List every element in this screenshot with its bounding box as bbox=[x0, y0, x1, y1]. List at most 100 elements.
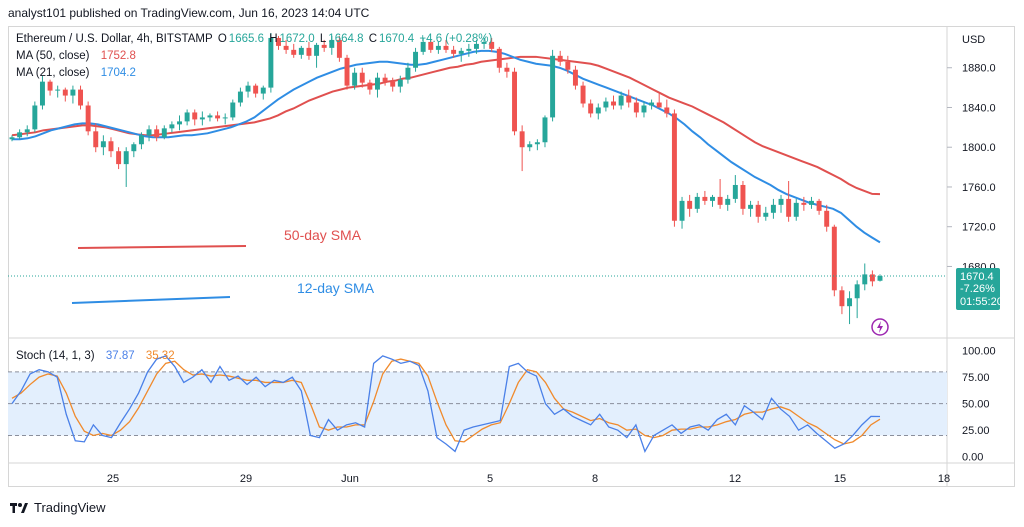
candle bbox=[184, 109, 190, 126]
candle bbox=[778, 194, 784, 213]
candle-body bbox=[565, 61, 571, 70]
candle bbox=[146, 125, 152, 142]
x-tick-label: Jun bbox=[341, 473, 359, 485]
candle bbox=[93, 123, 99, 153]
candle bbox=[420, 37, 426, 55]
sma50-annotation-line bbox=[77, 245, 247, 249]
candle bbox=[177, 115, 182, 131]
candle-body bbox=[542, 117, 548, 143]
chart-frame bbox=[8, 26, 1015, 487]
candle-body bbox=[390, 81, 396, 87]
candle-body bbox=[367, 82, 373, 90]
legend-h-val: 1672.0 bbox=[279, 33, 315, 45]
candle-body bbox=[588, 103, 594, 114]
candle-body bbox=[831, 226, 837, 291]
candle bbox=[542, 115, 548, 148]
lightning-icon[interactable] bbox=[871, 318, 889, 336]
candle bbox=[62, 87, 68, 102]
candle bbox=[656, 93, 662, 108]
candle bbox=[595, 103, 601, 120]
candle-body bbox=[344, 57, 350, 86]
candle-body bbox=[641, 105, 647, 113]
candle-body bbox=[786, 198, 792, 217]
footer-brand[interactable]: TradingView bbox=[10, 500, 106, 515]
x-tick-label: 5 bbox=[487, 473, 493, 485]
candle bbox=[435, 41, 441, 54]
candle-body bbox=[862, 274, 868, 285]
candle-body bbox=[687, 200, 693, 209]
candle bbox=[329, 35, 335, 55]
candle-body bbox=[306, 47, 312, 56]
candle bbox=[786, 181, 792, 222]
candle bbox=[801, 196, 807, 211]
candle bbox=[47, 79, 53, 96]
legend-stoch-k: 37.87 bbox=[105, 350, 135, 362]
candle bbox=[291, 43, 297, 58]
candle bbox=[458, 47, 464, 62]
candle-body bbox=[260, 87, 266, 94]
candle-body bbox=[169, 124, 175, 129]
candle-body bbox=[428, 41, 434, 50]
candle-body bbox=[458, 50, 464, 54]
publish-header: analyst101 published on TradingView.com,… bbox=[8, 6, 370, 20]
candle bbox=[123, 147, 129, 187]
candle-body bbox=[443, 45, 449, 50]
legend-ma21-row: MA (21, close) 1704.2 bbox=[16, 67, 138, 79]
candle bbox=[314, 42, 320, 68]
candle-body bbox=[869, 274, 875, 282]
candle bbox=[245, 81, 251, 98]
candle bbox=[611, 95, 616, 110]
badge-change: -7.26% bbox=[960, 283, 995, 295]
candle-body bbox=[435, 45, 441, 50]
candle-body bbox=[710, 196, 715, 201]
candle-body bbox=[557, 55, 563, 62]
stoch-tick-label: 50.00 bbox=[962, 399, 990, 411]
candle bbox=[17, 129, 23, 140]
legend-h-key: H bbox=[269, 33, 278, 45]
candle-body bbox=[649, 102, 655, 106]
candle bbox=[85, 101, 91, 136]
candle bbox=[283, 39, 289, 54]
candle bbox=[763, 206, 769, 221]
candle-body bbox=[611, 101, 616, 106]
candle-body bbox=[116, 151, 122, 165]
candle bbox=[603, 97, 609, 112]
candle bbox=[428, 39, 434, 53]
candle bbox=[207, 113, 213, 122]
candle-body bbox=[748, 204, 754, 209]
candle bbox=[321, 39, 327, 52]
candle bbox=[161, 125, 167, 140]
stoch-tick-label: 100.00 bbox=[962, 346, 996, 358]
candle bbox=[55, 85, 61, 98]
candle-body bbox=[519, 131, 525, 148]
candle-body bbox=[154, 129, 160, 138]
legend-o-key: O bbox=[217, 33, 227, 45]
candle bbox=[382, 73, 388, 86]
candle bbox=[344, 54, 350, 90]
legend-stoch-d: 35.32 bbox=[145, 350, 175, 362]
candle-body bbox=[93, 131, 99, 148]
candle-body bbox=[336, 39, 342, 58]
candle bbox=[390, 77, 396, 92]
candle-body bbox=[489, 41, 495, 49]
x-tick-label: 12 bbox=[729, 473, 741, 485]
candle bbox=[588, 99, 594, 118]
candle bbox=[740, 181, 746, 215]
candle-body bbox=[17, 132, 23, 138]
candle-body bbox=[314, 44, 320, 56]
candle bbox=[854, 280, 860, 319]
candle bbox=[702, 190, 708, 205]
candle-body bbox=[877, 275, 883, 281]
candle bbox=[253, 83, 259, 98]
stoch-tick-label: 0.00 bbox=[962, 452, 983, 464]
candle bbox=[39, 75, 45, 110]
legend-c-val: 1670.4 bbox=[379, 33, 415, 45]
candle-body bbox=[215, 115, 221, 119]
candle-body bbox=[39, 81, 45, 106]
candle-body bbox=[161, 128, 167, 138]
candle bbox=[276, 35, 281, 50]
candle bbox=[192, 109, 198, 126]
legend-symbol-row: Ethereum / U.S. Dollar, 4h, BITSTAMP O 16… bbox=[16, 33, 494, 45]
candle-body bbox=[253, 85, 259, 94]
